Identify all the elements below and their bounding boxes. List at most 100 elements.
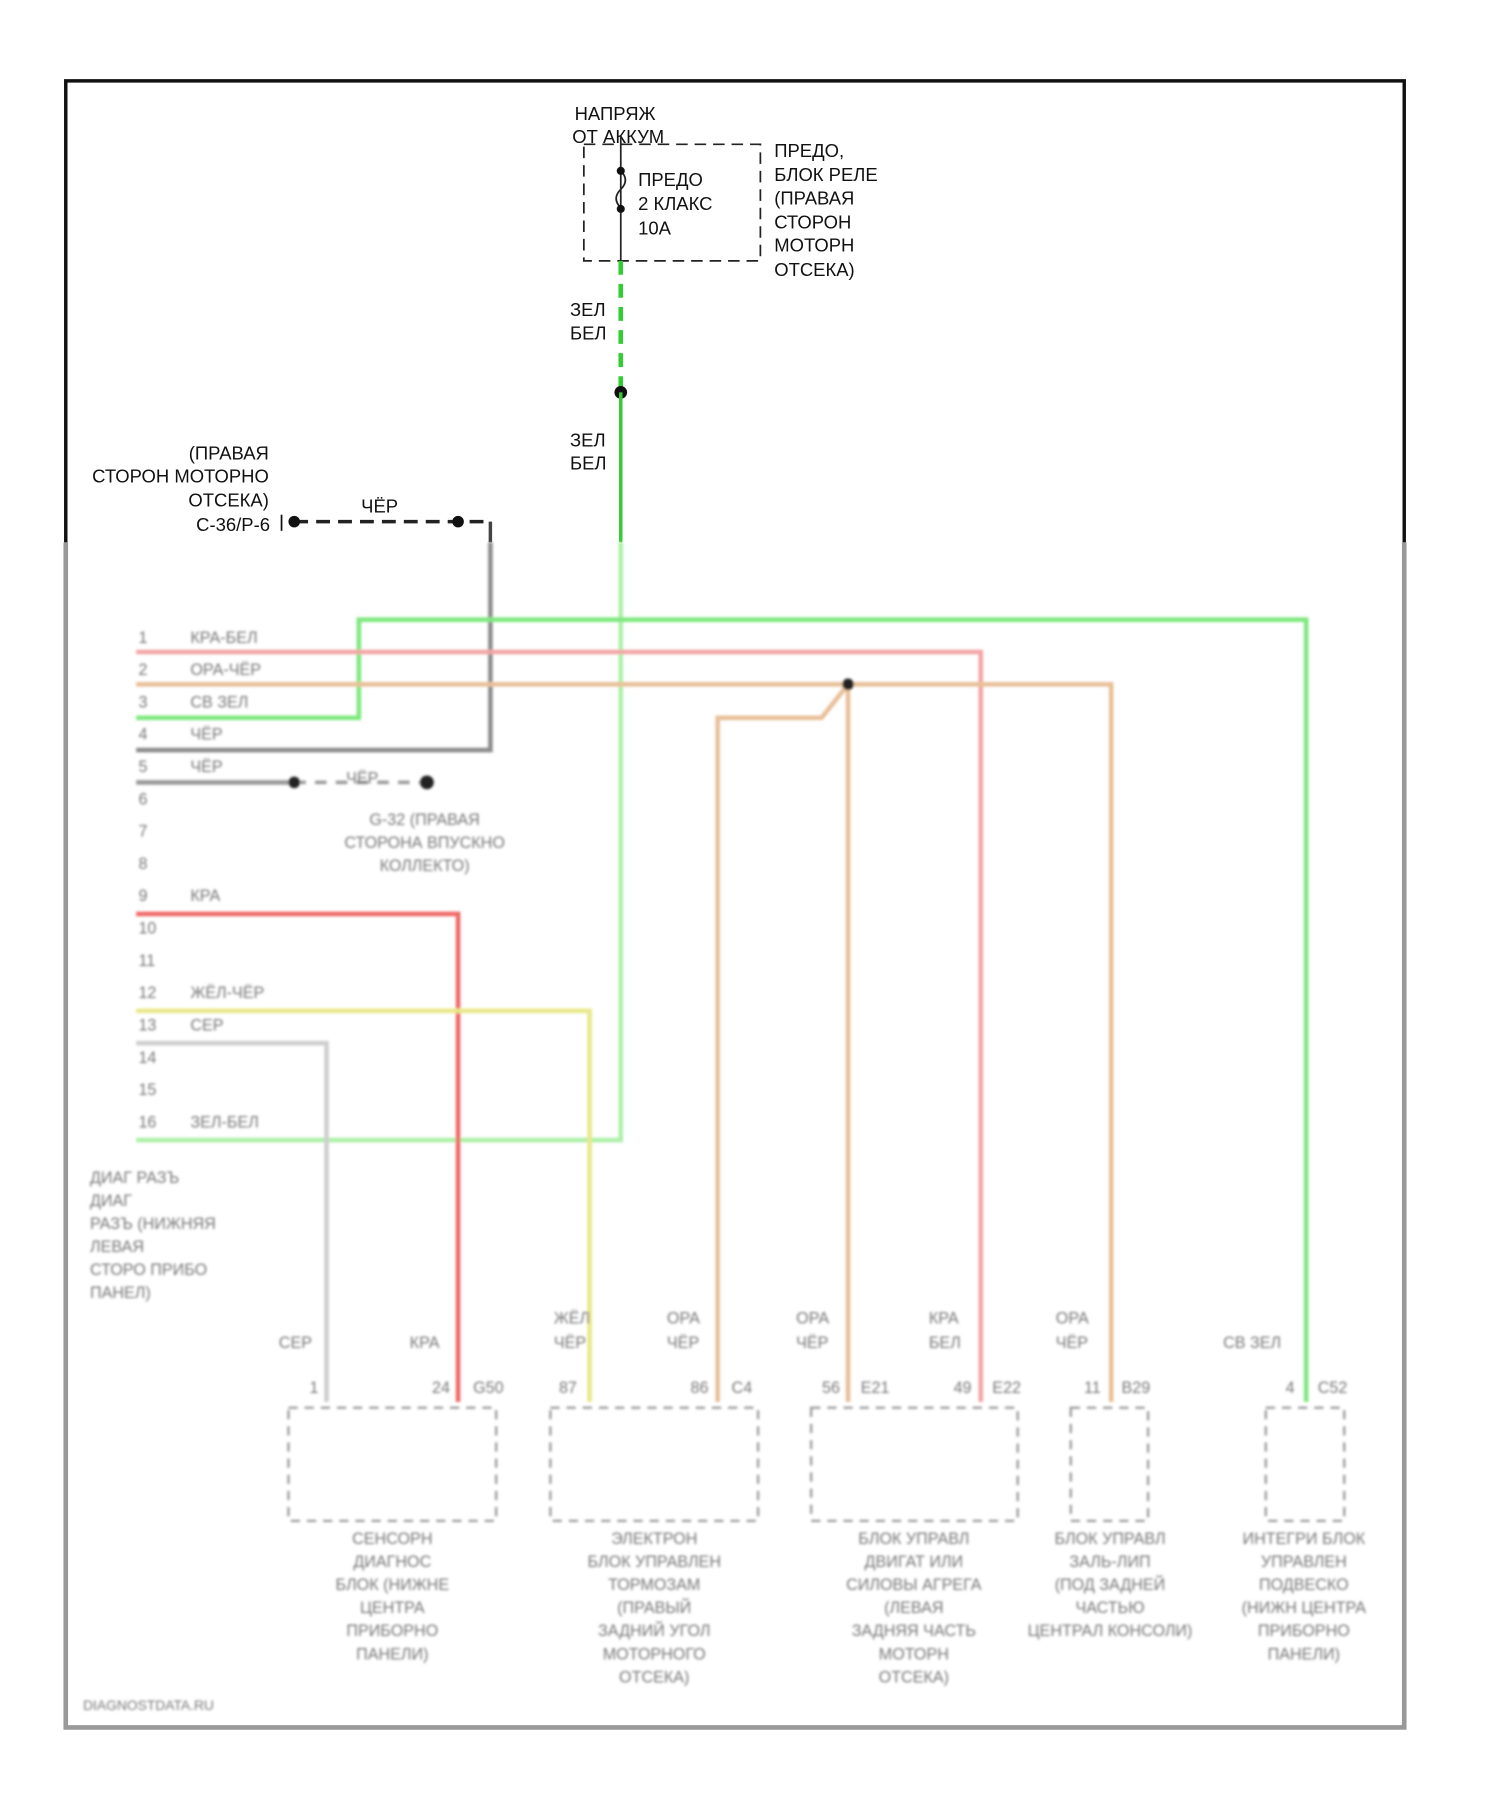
ground-dot (288, 776, 300, 789)
pin-wire-color: ЗЕЛ-БЕЛ (190, 1113, 258, 1131)
svg-text:ОТ АККУМ: ОТ АККУМ (572, 126, 664, 147)
svg-text:ПРЕДО,: ПРЕДО, (774, 140, 844, 161)
wire-pin16-green-white (136, 542, 624, 1143)
pin-number: 11 (138, 952, 155, 970)
svg-text:ПАНЕЛИ): ПАНЕЛИ) (356, 1645, 428, 1663)
svg-text:СТОРОН МОТОРНО: СТОРОН МОТОРНО (92, 465, 269, 486)
svg-text:СТОРО ПРИБО: СТОРО ПРИБО (90, 1261, 207, 1279)
pin-wire-color: ОРА-ЧЁР (190, 661, 261, 679)
svg-text:(ПРАВАЯ: (ПРАВАЯ (774, 187, 854, 208)
svg-text:СЕНСОРН: СЕНСОРН (352, 1530, 432, 1548)
lower-section: 1 КРА-БЕЛ 2 ОРА-ЧЁР 3 СВ ЗЕЛ 4 ЧЁР 5 ЧЁР 6 7 8 9 КРА 10… (83, 542, 1366, 1713)
connector-name: ДИАГ РАЗЪ ДИАГ РАЗЪ (НИЖНЯЯ ЛЕВАЯ СТОРО … (90, 1169, 216, 1302)
svg-text:E22: E22 (992, 1379, 1021, 1397)
pin-wire-color: ЧЁР (190, 758, 222, 776)
svg-text:ОТСЕКА): ОТСЕКА) (879, 1668, 949, 1686)
svg-text:ПРИБОРНО: ПРИБОРНО (346, 1622, 438, 1640)
ground-dot (420, 775, 434, 790)
svg-text:СТОРОН: СТОРОН (774, 212, 851, 233)
svg-text:B29: B29 (1122, 1379, 1151, 1397)
wire-pin4-black (136, 542, 493, 753)
svg-text:ЗАДНИЙ УГОЛ: ЗАДНИЙ УГОЛ (598, 1621, 710, 1640)
svg-text:(ЛЕВАЯ: (ЛЕВАЯ (884, 1599, 943, 1617)
pin-number: 15 (138, 1081, 156, 1099)
svg-text:ЧЁР: ЧЁР (667, 1334, 699, 1352)
ground-connector-id: C-36/P-6 (196, 514, 270, 535)
frame-bottom (63, 542, 1407, 1730)
pin-wire-color: КРА (190, 887, 220, 905)
svg-text:БЛОК РЕЛЕ: БЛОК РЕЛЕ (774, 164, 877, 185)
wire-pin12-yellow-black (136, 1008, 592, 1402)
pin-number: 10 (138, 920, 156, 938)
svg-text:2 КЛАКС: 2 КЛАКС (638, 193, 712, 214)
svg-text:СВ ЗЕЛ: СВ ЗЕЛ (1223, 1334, 1281, 1352)
svg-text:ЧАСТЬЮ: ЧАСТЬЮ (1075, 1599, 1144, 1617)
svg-text:ЗАЛЬ-ЛИП: ЗАЛЬ-ЛИП (1069, 1553, 1150, 1571)
svg-text:ЭЛЕКТРОН: ЭЛЕКТРОН (611, 1530, 697, 1548)
pin-number: 16 (138, 1113, 156, 1131)
svg-text:ЧЁР: ЧЁР (1056, 1334, 1088, 1352)
svg-text:БЛОК УПРАВЛЕН: БЛОК УПРАВЛЕН (587, 1553, 721, 1571)
svg-text:СЕР: СЕР (279, 1334, 312, 1352)
svg-text:ТОРМОЗАМ: ТОРМОЗАМ (608, 1576, 700, 1594)
svg-text:МОТОРН: МОТОРН (774, 235, 854, 256)
svg-text:49: 49 (954, 1379, 972, 1397)
svg-text:ОРА: ОРА (667, 1310, 700, 1328)
svg-text:(НИЖН ЦЕНТРА: (НИЖН ЦЕНТРА (1242, 1599, 1367, 1617)
svg-text:C4: C4 (732, 1379, 753, 1397)
svg-text:ЗЕЛ: ЗЕЛ (570, 430, 606, 451)
svg-text:ПАНЕЛИ): ПАНЕЛИ) (1268, 1645, 1340, 1663)
svg-text:56: 56 (822, 1379, 840, 1397)
svg-text:КРА: КРА (929, 1310, 959, 1328)
svg-text:ЛЕВАЯ: ЛЕВАЯ (90, 1238, 144, 1256)
svg-text:БЕЛ: БЕЛ (570, 453, 607, 474)
svg-text:ОРА: ОРА (1056, 1310, 1089, 1328)
pin-wire-color: ЧЁР (190, 726, 222, 744)
svg-text:(ПОД ЗАДНЕЙ: (ПОД ЗАДНЕЙ (1055, 1575, 1166, 1594)
module-sensor-diagnostic: СЕР КРА 1 24 G50 СЕНСОРН ДИАГНОС БЛОК (НИ… (279, 1334, 504, 1664)
fuse-terminal (616, 204, 625, 213)
pin-wire-color: КРА-БЕЛ (190, 629, 257, 647)
ground-wire-label: ЧЁР (361, 495, 398, 516)
pin-number: 9 (138, 887, 147, 905)
svg-text:(ПРАВАЯ: (ПРАВАЯ (189, 442, 269, 463)
pin-number: 14 (138, 1049, 156, 1067)
svg-text:ЧЁР: ЧЁР (796, 1334, 828, 1352)
svg-text:РАЗЪ (НИЖНЯЯ: РАЗЪ (НИЖНЯЯ (90, 1215, 216, 1233)
module-engine-control: ОРА ЧЁР КРА БЕЛ 56 E21 49 E22 БЛОК УПРАВЛ Д… (796, 1310, 1021, 1687)
svg-text:ОТСЕКА): ОТСЕКА) (188, 490, 268, 511)
ground-point-label: G-32 (ПРАВАЯ СТОРОНА ВПУСКНО КОЛЛЕКТО) (344, 811, 505, 875)
svg-text:БЛОК (НИЖНЕ: БЛОК (НИЖНЕ (336, 1576, 450, 1594)
svg-text:БЕЛ: БЕЛ (929, 1334, 961, 1352)
svg-text:G50: G50 (473, 1379, 504, 1397)
pin-number: 1 (138, 629, 147, 647)
pin-wire-color: СВ ЗЕЛ (190, 693, 248, 711)
ground-dot (288, 515, 300, 528)
svg-text:ЗЕЛ: ЗЕЛ (570, 299, 606, 320)
svg-text:СТОРОНА ВПУСКНО: СТОРОНА ВПУСКНО (344, 834, 505, 852)
fuse-label: ПРЕДО 2 КЛАКС 10А (638, 169, 712, 238)
pin-number: 5 (138, 758, 147, 776)
pin-wire-color: ЖЁЛ-ЧЁР (190, 984, 264, 1002)
svg-text:ДИАГНОС: ДИАГНОС (353, 1553, 431, 1571)
pin-number: 4 (138, 726, 147, 744)
svg-text:4: 4 (1286, 1379, 1295, 1397)
connector-pins: 1 КРА-БЕЛ 2 ОРА-ЧЁР 3 СВ ЗЕЛ 4 ЧЁР 5 ЧЁР 6 7 8 9 КРА 10… (138, 629, 264, 1132)
svg-text:НАПРЯЖ: НАПРЯЖ (575, 103, 656, 124)
pin-number: 13 (138, 1016, 156, 1034)
ground-dot (452, 515, 464, 528)
relay-block-label: ПРЕДО, БЛОК РЕЛЕ (ПРАВАЯ СТОРОН МОТОРН О… (774, 140, 877, 280)
splice-dot (842, 678, 854, 691)
svg-text:ПРЕДО: ПРЕДО (638, 169, 703, 190)
svg-text:МОТОРНОГО: МОТОРНОГО (603, 1645, 706, 1663)
module-suspension-control: СВ ЗЕЛ 4 C52 ИНТЕГРИ БЛОК УПРАВЛЕН ПОДВЕС… (1223, 1334, 1366, 1664)
wire-pin1-red-white (136, 649, 984, 1402)
watermark: DIAGNOSTDATA.RU (83, 1697, 214, 1713)
fuse-icon (615, 170, 627, 209)
svg-text:КРА: КРА (410, 1334, 440, 1352)
svg-text:C52: C52 (1318, 1379, 1348, 1397)
svg-text:ЦЕНТРАЛ КОНСОЛИ): ЦЕНТРАЛ КОНСОЛИ) (1028, 1622, 1193, 1640)
svg-text:G-32 (ПРАВАЯ: G-32 (ПРАВАЯ (369, 811, 479, 829)
